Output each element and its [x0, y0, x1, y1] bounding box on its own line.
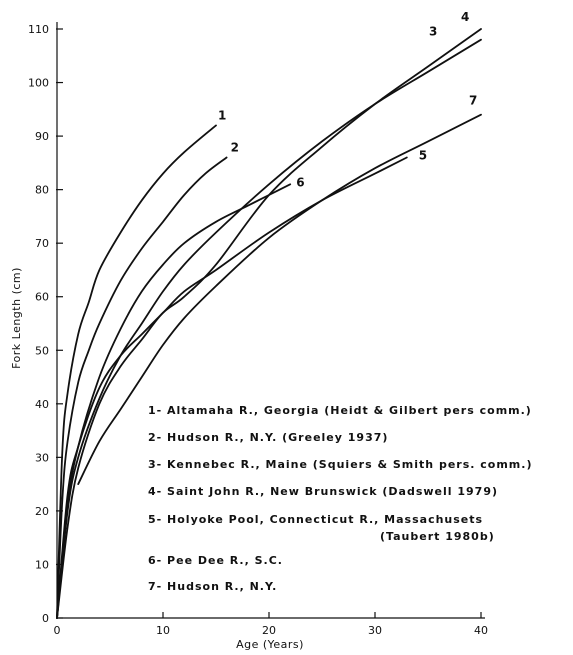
x-tick-label: 0 — [54, 624, 61, 637]
y-ticks: 0 10 20 30 40 50 60 70 80 90 100 110 — [28, 23, 63, 625]
legend-entry-7: 7- Hudson R., N.Y. — [148, 580, 277, 593]
y-tick-label: 90 — [35, 130, 49, 143]
y-axis-label: Fork Length (cm) — [10, 267, 23, 369]
legend-entry-5: 5- Holyoke Pool, Connecticut R., Massach… — [148, 513, 483, 526]
curve-label-7: 7 — [469, 94, 477, 108]
y-tick-label: 100 — [28, 77, 49, 90]
curve-7 — [77, 113, 482, 485]
legend-entry-3: 3- Kennebec R., Maine (Squiers & Smith p… — [148, 458, 532, 471]
x-tick-label: 10 — [156, 624, 170, 637]
y-tick-label: 110 — [28, 23, 49, 36]
curve-label-1: 1 — [218, 108, 226, 122]
axes — [56, 22, 485, 619]
y-tick-label: 60 — [35, 291, 49, 304]
y-tick-label: 10 — [35, 558, 49, 571]
curve-label-2: 2 — [231, 141, 239, 155]
curves — [56, 28, 482, 619]
x-tick-label: 30 — [368, 624, 382, 637]
curve-label-6: 6 — [296, 175, 304, 189]
curve-2 — [56, 156, 228, 619]
curve-labels: 1 2 3 4 5 6 7 — [218, 10, 477, 189]
y-tick-label: 50 — [35, 344, 49, 357]
y-tick-label: 0 — [42, 612, 49, 625]
curve-label-5: 5 — [419, 149, 427, 163]
curve-label-3: 3 — [429, 25, 437, 39]
y-tick-label: 20 — [35, 505, 49, 518]
y-tick-label: 40 — [35, 398, 49, 411]
curve-1 — [56, 124, 217, 619]
x-tick-label: 40 — [474, 624, 488, 637]
legend-entry-5-cont: (Taubert 1980b) — [380, 530, 495, 543]
legend: 1- Altamaha R., Georgia (Heidt & Gilbert… — [148, 404, 532, 593]
legend-entry-1: 1- Altamaha R., Georgia (Heidt & Gilbert… — [148, 404, 532, 417]
y-tick-label: 80 — [35, 184, 49, 197]
curve-label-4: 4 — [461, 10, 469, 24]
legend-entry-2: 2- Hudson R., N.Y. (Greeley 1937) — [148, 431, 388, 444]
x-ticks: 0 10 20 30 40 — [54, 612, 488, 637]
curve-5 — [56, 156, 408, 619]
x-axis-label: Age (Years) — [236, 638, 304, 651]
x-tick-label: 20 — [262, 624, 276, 637]
y-tick-label: 70 — [35, 237, 49, 250]
legend-entry-6: 6- Pee Dee R., S.C. — [148, 554, 283, 567]
legend-entry-4: 4- Saint John R., New Brunswick (Dadswel… — [148, 485, 498, 498]
y-tick-label: 30 — [35, 451, 49, 464]
curve-4 — [56, 28, 482, 619]
curve-6 — [56, 183, 292, 619]
